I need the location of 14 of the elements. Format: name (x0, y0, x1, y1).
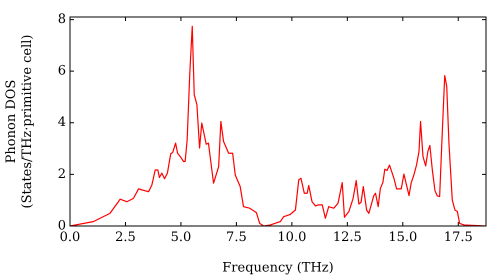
y-tick-label: 4 (58, 115, 66, 130)
x-tick-label: 15.0 (388, 230, 418, 246)
x-tick-label: 12.5 (332, 230, 362, 246)
x-tick-label: 2.5 (115, 230, 136, 246)
x-axis-title: Frequency (THz) (222, 260, 334, 276)
x-tick-label: 0.0 (60, 230, 80, 246)
y-tick-label: 8 (58, 12, 66, 27)
y-tick-label: 6 (58, 64, 66, 79)
x-tick-label: 7.5 (226, 230, 247, 246)
x-tick-label: 5.0 (170, 230, 192, 246)
x-tick-label: 10.0 (277, 230, 306, 246)
y-axis-title: Phonon DOS (States/THz·primitive cell) (4, 34, 35, 209)
x-tick-label: 17.5 (444, 230, 473, 246)
y-tick-label: 2 (58, 166, 66, 182)
